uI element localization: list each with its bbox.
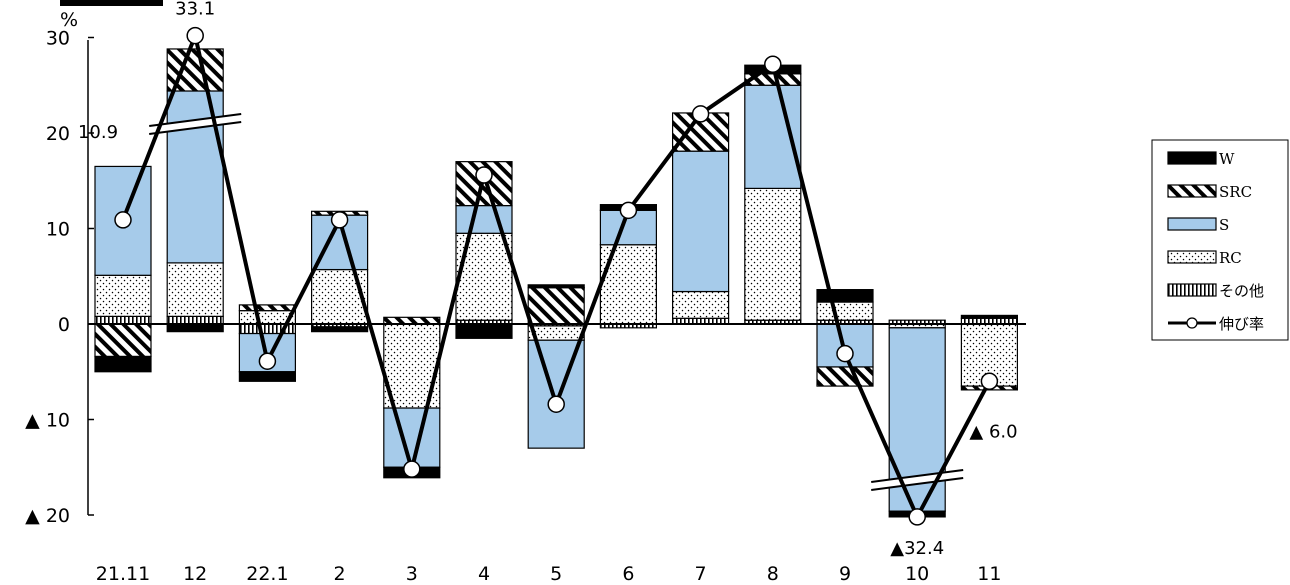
bar-segment-src — [238, 304, 296, 312]
bar-segment-w — [455, 323, 513, 339]
x-tick-label: 10 — [905, 563, 929, 585]
bar-segment-w — [960, 314, 1019, 319]
axis-break-line — [149, 121, 242, 135]
data-label: ▲32.4 — [890, 538, 944, 559]
growth-rate-point — [836, 344, 854, 363]
legend-swatch-rc — [1167, 250, 1217, 264]
growth-rate-point — [547, 395, 565, 413]
legend-swatch-s — [1167, 217, 1217, 231]
growth-line-layer — [114, 26, 999, 526]
growth-rate-point — [403, 460, 421, 478]
header-bar — [60, 0, 163, 6]
x-tick-label: 8 — [767, 563, 779, 585]
x-axis-tick-labels: 21.11 12 22.1 2 3 4 5 6 7 8 9 10 11 — [96, 563, 1002, 585]
bar-segment-s — [455, 204, 513, 234]
x-tick-label: 22.1 — [246, 563, 288, 585]
bar-segment-src — [816, 366, 874, 387]
y-tick-label: 10 — [46, 219, 70, 241]
x-tick-label: 4 — [478, 563, 490, 585]
growth-rate-point — [258, 352, 277, 370]
growth-rate-point — [186, 26, 204, 45]
legend-box — [1151, 139, 1289, 341]
bar-segment-other — [166, 315, 224, 325]
axis-break-gap — [149, 114, 242, 134]
data-label: 33.1 — [175, 0, 215, 20]
growth-rate-point — [908, 508, 926, 526]
growth-rate-point — [475, 166, 493, 184]
bar-segment-s — [671, 150, 730, 293]
bar-segment-w — [94, 355, 152, 373]
legend-label-s: S — [1219, 216, 1229, 234]
y-unit-label: % — [60, 9, 78, 31]
bar-segment-w — [527, 284, 585, 289]
y-axis-ticks: 30 20 10 0 ▲ 10 ▲ 20 — [25, 28, 94, 527]
legend-swatch-other — [1167, 283, 1217, 297]
bar-segment-s — [383, 407, 441, 468]
x-tick-label: 2 — [334, 563, 346, 585]
growth-rate-point — [980, 372, 999, 391]
data-label: 10.9 — [78, 122, 118, 143]
bar-segment-src — [527, 287, 585, 325]
y-tick-label: 20 — [46, 123, 70, 145]
y-tick-label: 30 — [46, 28, 70, 50]
x-tick-label: 12 — [183, 563, 207, 585]
bar-segment-rc — [166, 262, 224, 317]
y-tick-label: 0 — [58, 314, 70, 336]
x-tick-label: 3 — [406, 563, 418, 585]
growth-rate-point — [114, 211, 132, 229]
x-tick-label: 11 — [977, 563, 1001, 585]
growth-rate-point — [330, 211, 349, 229]
growth-rate-point — [619, 201, 638, 220]
bar-segment-w — [166, 323, 224, 333]
legend-label-growth-rate: 伸び率 — [1219, 315, 1264, 333]
legend-label-src: SRC — [1219, 183, 1252, 201]
bar-segment-rc — [671, 290, 730, 319]
y-tick-label: ▲ 10 — [25, 410, 70, 432]
bar-segment-rc — [94, 274, 152, 317]
bar-segment-rc — [455, 232, 513, 321]
data-label: ▲ 6.0 — [969, 421, 1017, 442]
bar-segment-rc — [816, 301, 874, 321]
data-label-layer: 10.9 33.1 ▲32.4 ▲ 6.0 — [78, 0, 1018, 559]
bar-segment-w — [238, 371, 296, 382]
bar-segment-src — [94, 323, 152, 358]
bar-segment-w — [816, 289, 874, 303]
legend-label-w: W — [1219, 150, 1235, 168]
x-tick-label: 6 — [622, 563, 634, 585]
bar-segment-rc — [744, 187, 802, 321]
bar-segment-w — [311, 326, 369, 333]
bar-segment-rc — [599, 244, 658, 325]
axis-break-line — [149, 113, 242, 127]
axis-break-line — [871, 469, 964, 483]
legend-label-other: その他 — [1219, 282, 1264, 300]
legend-swatch-src — [1167, 184, 1217, 198]
bar-segment-other — [94, 315, 152, 325]
legend-swatch-w — [1167, 151, 1217, 165]
bar-segment-src — [383, 316, 441, 325]
axis-break-line — [871, 477, 964, 491]
x-tick-label: 21.11 — [96, 563, 150, 585]
x-tick-label: 7 — [695, 563, 707, 585]
growth-rate-point — [764, 55, 782, 73]
y-tick-label: ▲ 20 — [25, 505, 70, 527]
growth-rate-point — [691, 105, 710, 123]
bar-segment-rc — [311, 268, 369, 325]
x-tick-label: 5 — [550, 563, 562, 585]
x-tick-label: 9 — [839, 563, 851, 585]
legend-line-marker — [1186, 317, 1198, 329]
legend-label-rc: RC — [1219, 249, 1242, 267]
